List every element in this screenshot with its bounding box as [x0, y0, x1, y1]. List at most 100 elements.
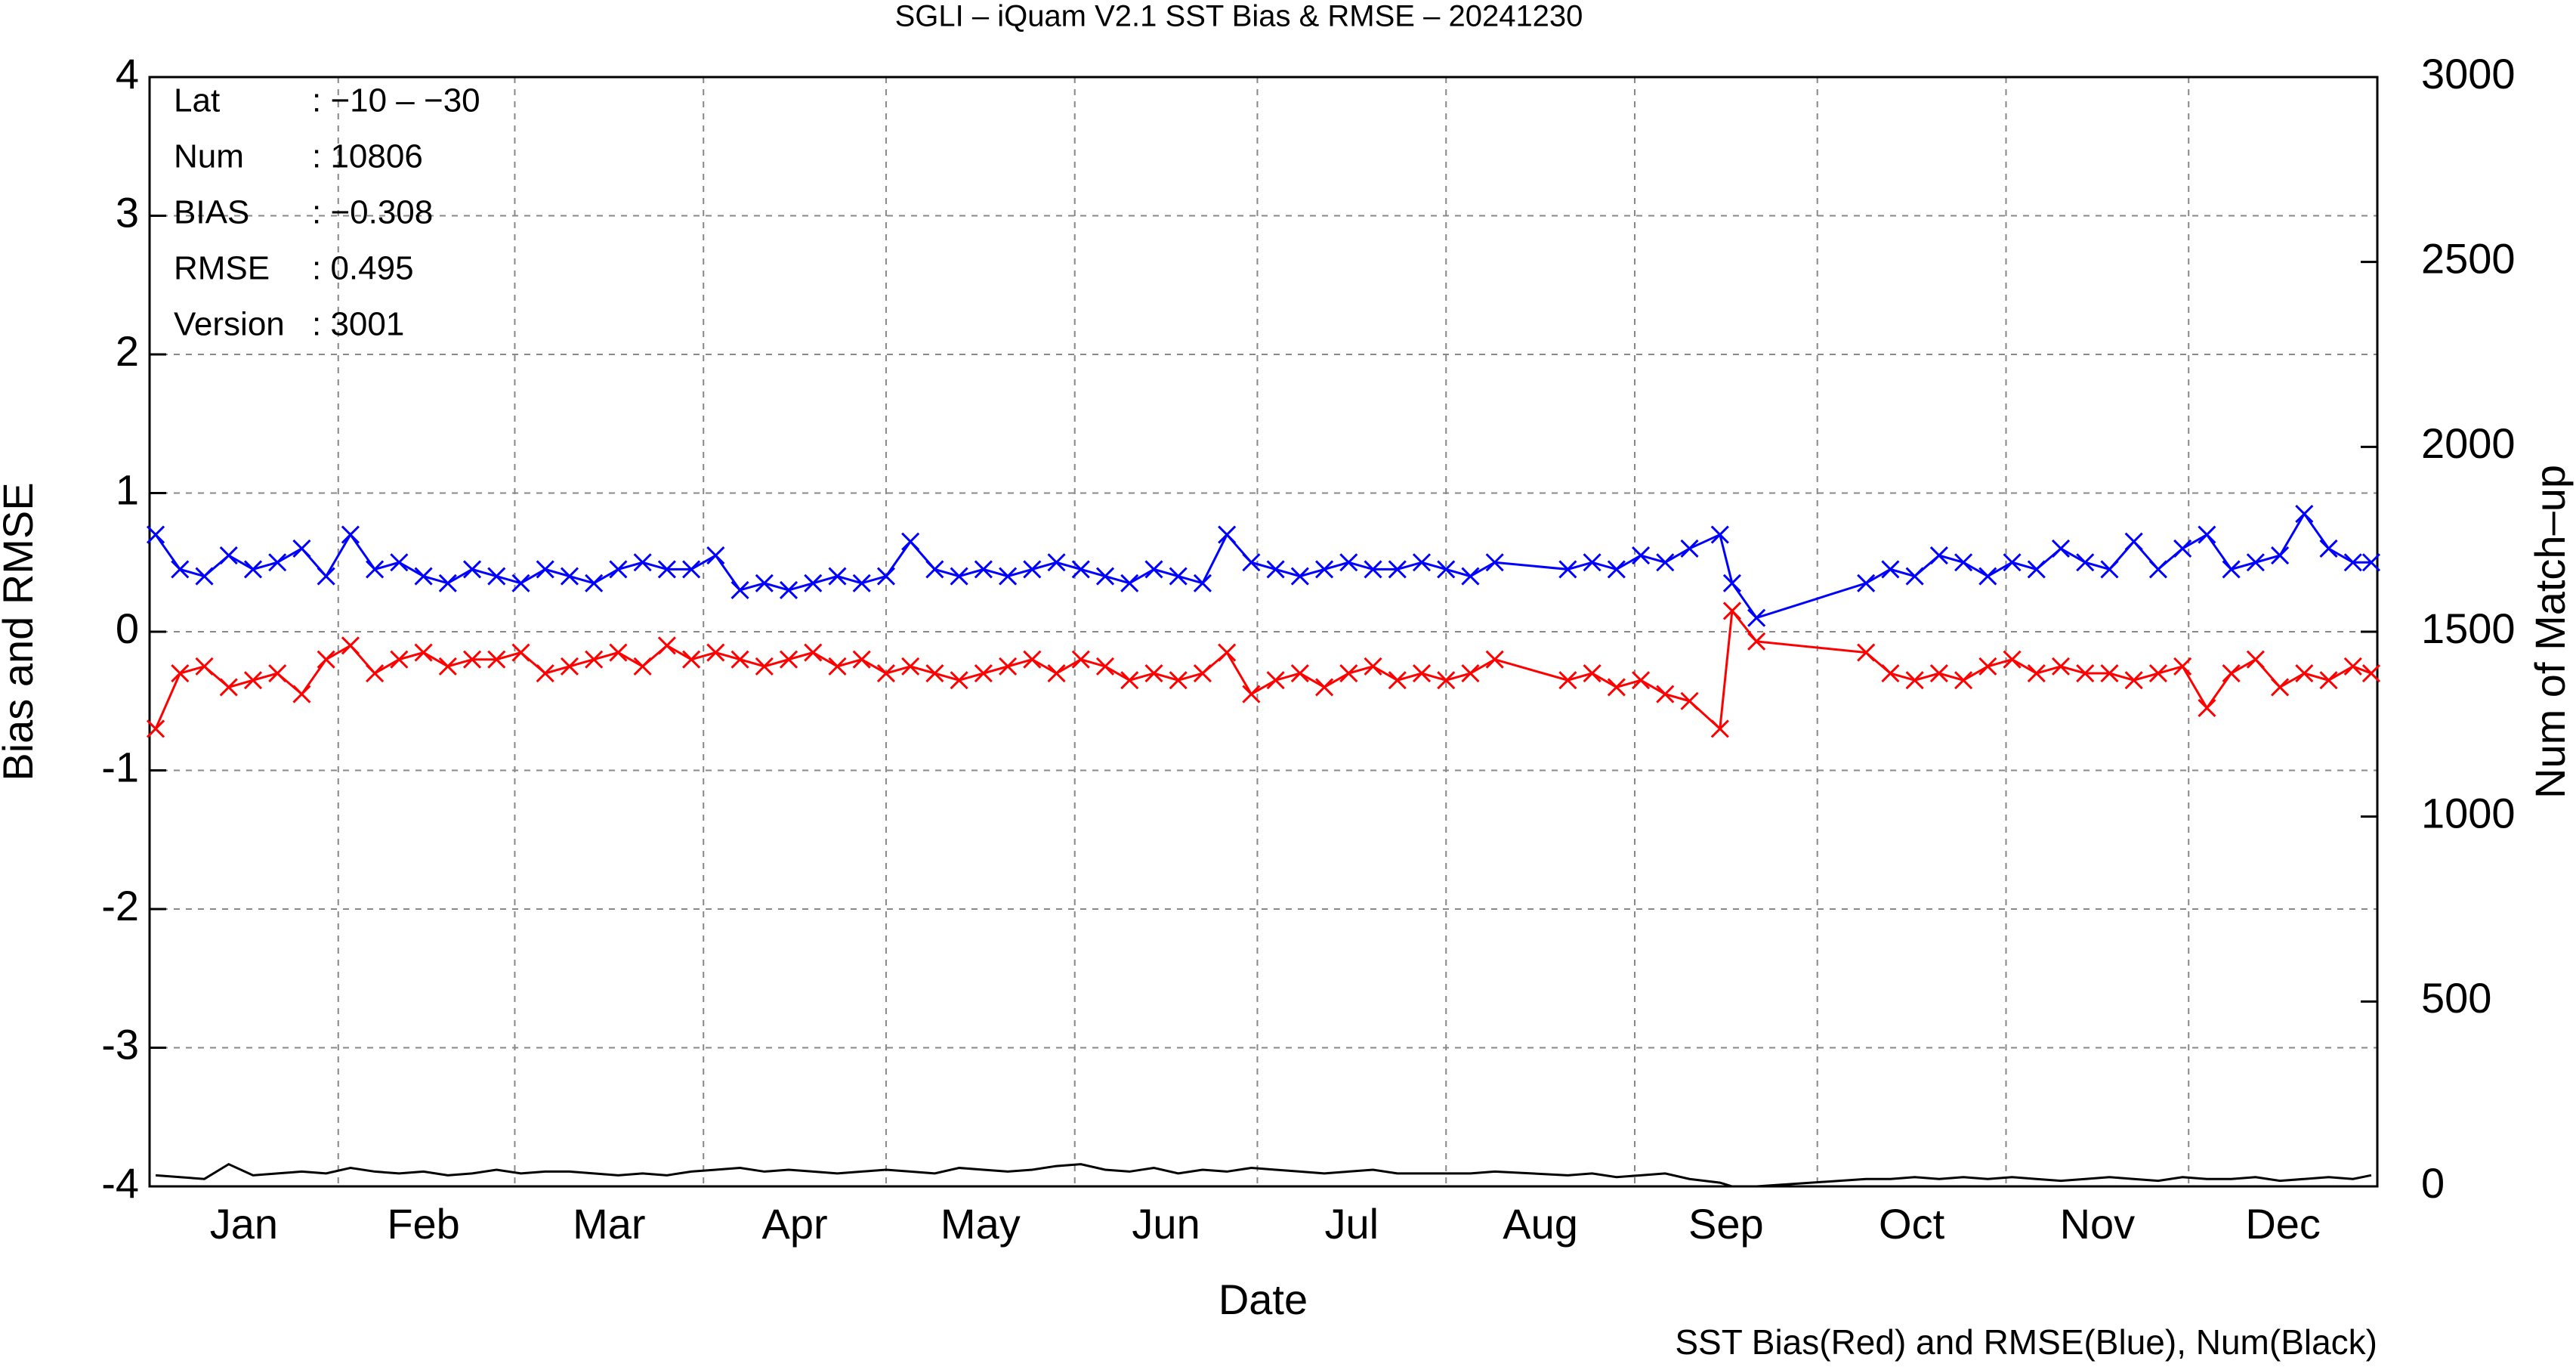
point-marker — [828, 567, 847, 586]
point-marker — [292, 685, 311, 704]
point-marker — [536, 663, 554, 683]
point-marker — [1583, 663, 1602, 683]
point-marker — [1266, 671, 1285, 690]
point-marker — [901, 657, 920, 676]
point-marker — [1857, 643, 1876, 662]
point-marker — [876, 567, 896, 586]
point-marker — [1558, 560, 1577, 579]
point-marker — [999, 567, 1018, 586]
point-marker — [950, 567, 968, 586]
point-marker — [2027, 560, 2046, 579]
point-marker — [1242, 685, 1261, 704]
point-marker — [1631, 546, 1651, 565]
point-marker — [974, 560, 993, 579]
point-marker — [536, 560, 554, 579]
point-marker — [1047, 553, 1066, 572]
y2-tick-label: 1500 — [2421, 605, 2516, 652]
point-marker — [901, 532, 920, 551]
y2-tick-label: 500 — [2421, 974, 2491, 1022]
point-marker — [1364, 657, 1382, 676]
point-marker — [2295, 663, 2314, 683]
point-marker — [999, 657, 1018, 676]
point-marker — [925, 663, 944, 683]
x-tick-label: Jul — [1325, 1200, 1379, 1248]
point-marker — [1266, 560, 1285, 579]
x-tick-label: Mar — [573, 1200, 645, 1248]
point-marker — [2027, 663, 2046, 683]
point-marker — [609, 643, 628, 662]
point-marker — [243, 671, 263, 690]
y2-tick-label: 0 — [2421, 1159, 2445, 1207]
x-tick-label: Feb — [387, 1200, 460, 1248]
point-marker — [2124, 671, 2143, 690]
point-marker — [1881, 663, 1900, 683]
point-marker — [292, 539, 311, 558]
x-tick-label: Nov — [2060, 1200, 2136, 1248]
point-marker — [195, 657, 214, 676]
point-marker — [1656, 685, 1675, 704]
point-marker — [1023, 560, 1042, 579]
point-marker — [2173, 539, 2192, 558]
point-marker — [2361, 553, 2381, 572]
point-marker — [2222, 663, 2241, 683]
point-marker — [1607, 560, 1626, 579]
point-marker — [414, 643, 433, 662]
point-marker — [1193, 663, 1212, 683]
point-marker — [730, 580, 749, 600]
point-marker — [1857, 574, 1876, 592]
point-marker — [1315, 560, 1334, 579]
point-marker — [804, 643, 823, 662]
y2-axis-label: Num of Match–up — [2526, 465, 2574, 799]
point-marker — [146, 525, 165, 544]
y-tick-label: 0 — [116, 605, 139, 652]
point-marker — [366, 663, 385, 683]
point-marker — [1364, 560, 1382, 579]
annotation-label: RMSE — [174, 250, 270, 287]
y-tick-label: 4 — [116, 50, 139, 97]
y-tick-label: -3 — [101, 1020, 139, 1068]
x-axis-label: Date — [1219, 1276, 1308, 1323]
point-marker — [2271, 678, 2290, 697]
point-marker — [706, 546, 725, 565]
y-axis-label: Bias and RMSE — [0, 482, 42, 781]
point-marker — [1242, 553, 1261, 572]
point-marker — [1144, 663, 1163, 683]
point-marker — [438, 574, 457, 592]
y2-tick-label: 2500 — [2421, 234, 2516, 282]
point-marker — [2198, 698, 2216, 717]
y-tick-label: 3 — [116, 188, 139, 236]
point-marker — [219, 678, 238, 697]
point-marker — [1437, 560, 1456, 579]
point-marker — [609, 560, 628, 579]
y-tick-label: 2 — [116, 327, 139, 375]
y-tick-label: -1 — [101, 743, 139, 790]
point-marker — [1905, 671, 1924, 690]
point-marker — [1218, 525, 1237, 544]
point-marker — [2173, 657, 2192, 676]
point-marker — [633, 657, 652, 676]
point-marker — [852, 650, 871, 669]
point-marker — [1290, 567, 1309, 586]
point-marker — [1437, 671, 1456, 690]
annotation-label: Num — [174, 138, 244, 175]
point-marker — [438, 657, 457, 676]
annotation-value: : 3001 — [312, 306, 404, 343]
point-marker — [1120, 574, 1139, 592]
point-marker — [243, 560, 263, 579]
y-tick-label: -2 — [101, 882, 139, 929]
point-marker — [1680, 691, 1699, 710]
point-marker — [779, 650, 798, 669]
annotation-value: : 10806 — [312, 138, 423, 175]
point-marker — [755, 574, 774, 592]
point-marker — [1485, 650, 1504, 669]
point-marker — [414, 567, 433, 586]
x-tick-label: Aug — [1503, 1200, 1578, 1248]
point-marker — [2343, 657, 2362, 676]
point-marker — [2076, 553, 2095, 572]
point-marker — [682, 560, 701, 579]
point-marker — [1461, 567, 1480, 586]
point-marker — [511, 643, 530, 662]
point-marker — [1193, 574, 1212, 592]
point-marker — [1558, 671, 1577, 690]
